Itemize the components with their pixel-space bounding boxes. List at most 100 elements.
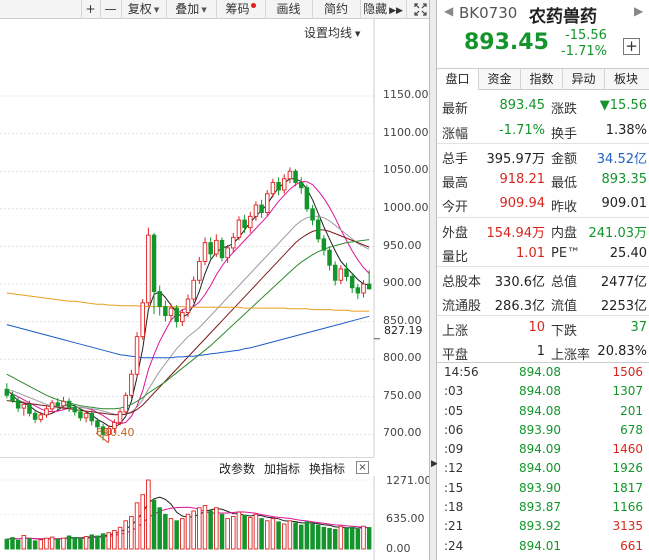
collapse-arrow-icon[interactable]: ▶ bbox=[431, 459, 438, 469]
volume-bar bbox=[321, 526, 327, 550]
quote-row: 外盘 154.94万 内盘 241.03万 bbox=[437, 216, 649, 242]
tick-list[interactable]: 14:56 894.08 1506:03 894.08 1307:05 894.08 201… bbox=[437, 362, 649, 560]
triangle-left-icon[interactable]: ◀ bbox=[444, 4, 454, 18]
tick-volume: 1817 bbox=[612, 480, 643, 495]
candle-body bbox=[163, 306, 168, 317]
candle-body bbox=[315, 219, 321, 240]
candle-body bbox=[185, 298, 191, 314]
edit-params-button[interactable]: 改参数 bbox=[219, 462, 256, 476]
candle-body bbox=[123, 394, 128, 413]
ma-setting-dropdown[interactable]: 设置均线 ▼ bbox=[304, 26, 361, 40]
candle-body bbox=[89, 412, 95, 422]
candle-body bbox=[259, 204, 264, 214]
candle-body bbox=[248, 215, 253, 229]
volume-bar bbox=[276, 521, 281, 550]
volume-bar bbox=[123, 520, 128, 550]
candle-body bbox=[349, 276, 355, 289]
add-indicator-button[interactable]: 加指标 bbox=[264, 462, 301, 476]
tick-price: 893.94 bbox=[519, 558, 561, 560]
tick-time: :06 bbox=[444, 422, 464, 437]
tab-index[interactable]: 指数 bbox=[521, 69, 563, 90]
tick-price: 894.08 bbox=[519, 365, 561, 379]
volume-bar bbox=[349, 526, 355, 550]
tick-price: 894.08 bbox=[519, 403, 561, 418]
quote-label: 平盘 bbox=[442, 347, 469, 363]
volume-bar bbox=[21, 534, 27, 550]
tick-row: :03 894.08 1307 bbox=[437, 382, 649, 401]
zoom-out-button[interactable]: — bbox=[100, 0, 120, 19]
volume-bar bbox=[281, 523, 287, 550]
quote-label: 昨收 bbox=[551, 200, 578, 216]
candle-body bbox=[298, 182, 304, 189]
tab-sector[interactable]: 板块 bbox=[613, 72, 638, 86]
tick-row: :15 893.90 1817 bbox=[437, 479, 649, 498]
volume-bar bbox=[4, 538, 10, 550]
volume-bar bbox=[253, 513, 259, 550]
panel-splitter[interactable]: ▶ bbox=[429, 0, 438, 560]
candle-body bbox=[157, 291, 162, 308]
simple-mode-button[interactable]: 简约 bbox=[312, 0, 359, 19]
low-marker-line bbox=[95, 432, 110, 444]
quote-label: 金额 bbox=[551, 152, 578, 168]
zoom-in-button[interactable]: + bbox=[81, 0, 99, 19]
quote-value: 330.6亿 bbox=[494, 275, 545, 291]
close-indicator-button[interactable]: × bbox=[356, 461, 369, 474]
quote-value: 893.35 bbox=[601, 171, 648, 187]
volume-bar bbox=[44, 537, 49, 550]
tick-row: :12 894.00 1926 bbox=[437, 459, 649, 478]
quote-value: 25.40 bbox=[609, 245, 647, 261]
tick-price: 893.90 bbox=[519, 480, 561, 495]
quote-value: 395.97万 bbox=[486, 152, 546, 168]
candle-body bbox=[117, 411, 123, 423]
candle-body bbox=[146, 234, 151, 304]
fullscreen-button[interactable] bbox=[406, 0, 433, 19]
quote-row: 总股本 330.6亿 总值 2477亿 bbox=[437, 266, 649, 291]
tab-capital[interactable]: 资金 bbox=[479, 69, 521, 90]
price-axis-tick: 1050.00 bbox=[383, 163, 429, 176]
tab-movement[interactable]: 异动 bbox=[563, 69, 605, 90]
candle-body bbox=[265, 193, 270, 214]
candle-body bbox=[174, 307, 179, 323]
quote-row: 涨幅 -1.71% 换手 1.38% bbox=[437, 119, 649, 144]
candle-body bbox=[293, 170, 298, 183]
tick-time: :27 bbox=[444, 558, 463, 560]
volume-bar bbox=[49, 536, 55, 550]
price-axis-tick: 800.00 bbox=[383, 351, 422, 364]
volume-bar bbox=[270, 518, 276, 550]
fuquan-button[interactable]: 复权 ▼ bbox=[121, 0, 165, 19]
tab-pankou[interactable]: 盘口 bbox=[437, 69, 479, 90]
kline-chart[interactable]: 设置均线 ▼ 1150.00 1100.00 1050.00 1000.00 95… bbox=[0, 19, 432, 560]
volume-bar bbox=[214, 507, 219, 550]
quote-label: 内盘 bbox=[551, 225, 578, 241]
overlay-button[interactable]: 叠加 ▼ bbox=[166, 0, 215, 19]
candle-body bbox=[129, 373, 134, 396]
volume-bar bbox=[332, 529, 338, 550]
candle-body bbox=[4, 388, 10, 396]
draw-line-button[interactable]: 画线 bbox=[265, 0, 311, 19]
quote-value: 10 bbox=[528, 320, 545, 336]
double-chevron-right-icon: ▶▶ bbox=[389, 6, 403, 16]
volume-bar bbox=[236, 511, 242, 550]
quote-value: -1.71% bbox=[499, 122, 545, 138]
tick-row: 14:56 894.08 1506 bbox=[437, 363, 649, 382]
quote-label: 上涨率 bbox=[551, 347, 591, 363]
last-price: 893.45 bbox=[464, 30, 549, 55]
tick-volume: 1460 bbox=[612, 442, 643, 457]
chips-button[interactable]: 筹码 bbox=[216, 0, 264, 19]
kline-canvas[interactable] bbox=[0, 19, 432, 560]
volume-bar bbox=[32, 540, 38, 550]
candle-body bbox=[214, 239, 219, 255]
stock-name: 农药兽药 bbox=[529, 7, 597, 27]
quote-value: 893.45 bbox=[499, 98, 546, 113]
candle-body bbox=[44, 408, 49, 416]
candle-body bbox=[310, 208, 315, 221]
candle-body bbox=[366, 283, 372, 290]
current-price-marker: 827.19 bbox=[384, 324, 423, 337]
hide-button[interactable]: 隐藏 ▶▶ bbox=[360, 0, 405, 19]
switch-indicator-button[interactable]: 换指标 bbox=[309, 462, 346, 476]
triangle-right-icon[interactable]: ▶ bbox=[634, 4, 644, 18]
tick-time: :24 bbox=[444, 538, 464, 553]
add-watchlist-button[interactable]: + bbox=[623, 38, 640, 55]
volume-bar bbox=[168, 518, 174, 550]
volume-bar bbox=[191, 510, 196, 550]
